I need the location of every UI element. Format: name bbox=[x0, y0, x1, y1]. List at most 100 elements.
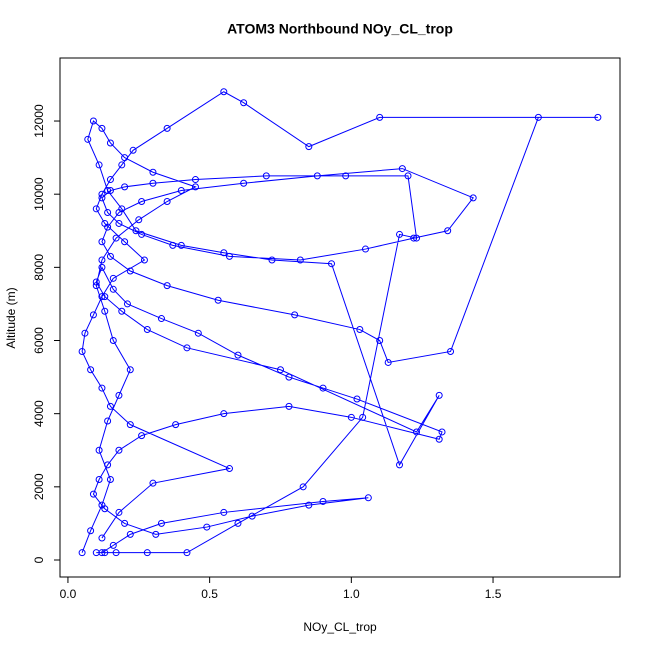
point bbox=[109, 274, 117, 282]
y-tick-label: 8000 bbox=[32, 254, 46, 281]
point bbox=[194, 329, 202, 337]
point bbox=[123, 300, 131, 308]
point bbox=[225, 465, 233, 473]
point bbox=[138, 198, 146, 206]
point bbox=[101, 505, 109, 513]
point bbox=[98, 238, 106, 246]
point bbox=[126, 366, 134, 374]
point bbox=[98, 190, 106, 198]
point bbox=[106, 402, 114, 410]
point bbox=[347, 413, 355, 421]
series-line bbox=[81, 91, 598, 554]
y-tick-label: 0 bbox=[32, 556, 46, 563]
point bbox=[225, 252, 233, 260]
point bbox=[163, 198, 171, 206]
point bbox=[220, 88, 228, 96]
x-tick-label: 1.0 bbox=[343, 587, 360, 601]
point bbox=[95, 476, 103, 484]
point bbox=[104, 417, 112, 425]
y-tick-label: 12000 bbox=[32, 104, 46, 138]
point bbox=[327, 260, 335, 268]
point bbox=[191, 183, 199, 191]
point bbox=[104, 208, 112, 216]
point bbox=[149, 168, 157, 176]
point bbox=[87, 366, 95, 374]
point bbox=[376, 113, 384, 121]
point bbox=[396, 230, 404, 238]
point bbox=[410, 234, 418, 242]
point bbox=[438, 428, 446, 436]
point bbox=[240, 99, 248, 107]
point bbox=[138, 432, 146, 440]
point bbox=[112, 234, 120, 242]
point bbox=[121, 519, 129, 527]
point bbox=[126, 530, 134, 538]
point bbox=[92, 549, 100, 557]
point bbox=[163, 282, 171, 290]
y-axis-label: Altitude (m) bbox=[4, 287, 18, 348]
point bbox=[214, 296, 222, 304]
point bbox=[342, 172, 350, 180]
point bbox=[121, 238, 129, 246]
point bbox=[118, 307, 126, 315]
point bbox=[177, 187, 185, 195]
plot-frame bbox=[59, 57, 621, 578]
chart-title: ATOM3 Northbound NOy_CL_trop bbox=[227, 21, 453, 37]
point bbox=[115, 219, 123, 227]
point bbox=[132, 227, 140, 235]
point bbox=[435, 391, 443, 399]
point bbox=[101, 307, 109, 315]
point bbox=[157, 315, 165, 323]
point bbox=[183, 344, 191, 352]
point bbox=[384, 358, 392, 366]
point bbox=[319, 384, 327, 392]
point bbox=[152, 530, 160, 538]
point bbox=[319, 497, 327, 505]
point bbox=[313, 172, 321, 180]
point bbox=[534, 113, 542, 121]
point bbox=[78, 549, 86, 557]
point bbox=[203, 523, 211, 531]
point bbox=[78, 347, 86, 355]
point bbox=[98, 256, 106, 264]
point bbox=[106, 139, 114, 147]
point bbox=[95, 446, 103, 454]
point bbox=[115, 208, 123, 216]
point bbox=[183, 549, 191, 557]
point bbox=[98, 384, 106, 392]
point bbox=[285, 373, 293, 381]
point bbox=[404, 172, 412, 180]
point bbox=[240, 179, 248, 187]
point bbox=[135, 216, 143, 224]
point bbox=[177, 241, 185, 249]
point bbox=[291, 311, 299, 319]
point bbox=[234, 519, 242, 527]
point bbox=[396, 461, 404, 469]
point bbox=[89, 490, 97, 498]
point bbox=[109, 541, 117, 549]
point bbox=[305, 501, 313, 509]
point bbox=[121, 154, 129, 162]
point bbox=[98, 534, 106, 542]
point bbox=[126, 421, 134, 429]
point bbox=[106, 187, 114, 195]
point bbox=[115, 508, 123, 516]
point bbox=[98, 263, 106, 271]
point bbox=[398, 165, 406, 173]
point bbox=[143, 326, 151, 334]
y-tick-label: 6000 bbox=[32, 327, 46, 354]
y-tick-label: 4000 bbox=[32, 400, 46, 427]
point bbox=[98, 124, 106, 132]
point bbox=[353, 395, 361, 403]
point bbox=[143, 549, 151, 557]
point bbox=[101, 219, 109, 227]
point bbox=[447, 347, 455, 355]
point bbox=[115, 446, 123, 454]
point bbox=[95, 161, 103, 169]
point bbox=[248, 512, 256, 520]
point bbox=[118, 161, 126, 169]
point bbox=[98, 293, 106, 301]
point bbox=[413, 234, 421, 242]
point bbox=[305, 143, 313, 151]
